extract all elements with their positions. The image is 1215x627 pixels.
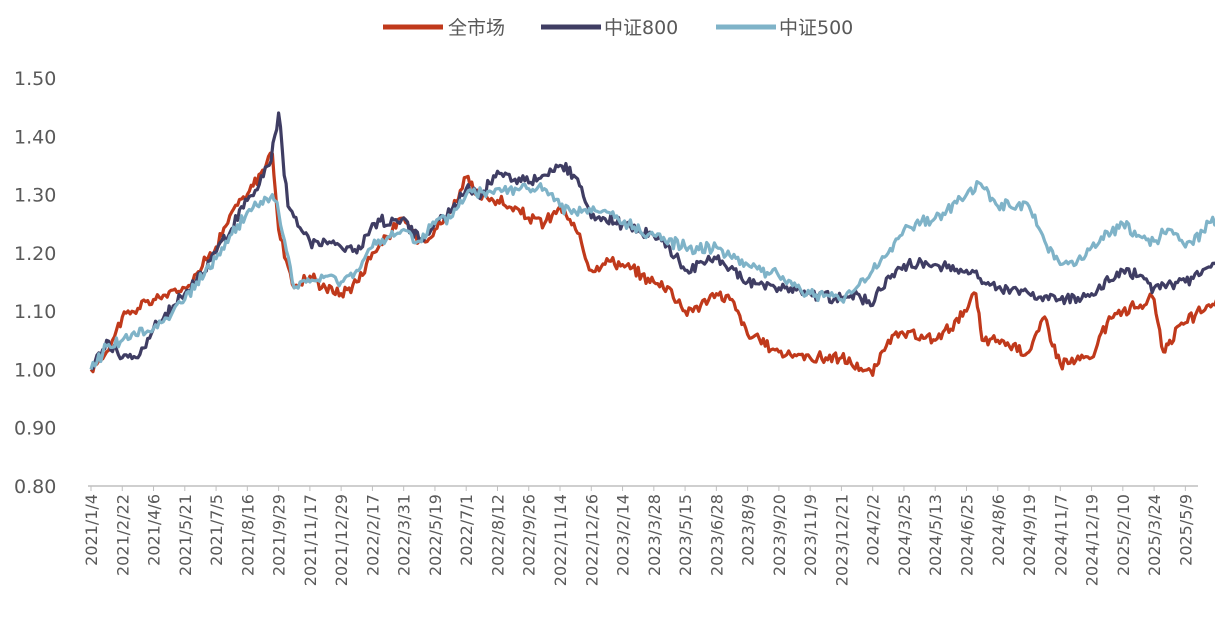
x-tick-label: 2023/12/21 <box>832 494 851 586</box>
x-tick-label: 2022/8/12 <box>488 494 507 576</box>
x-tick-label: 2023/11/9 <box>801 494 820 576</box>
x-tick-label: 2023/6/28 <box>707 494 726 576</box>
x-tick-label: 2024/2/2 <box>864 494 883 566</box>
legend-item-all-market[interactable]: 全市场 <box>383 17 505 39</box>
x-tick-label: 2021/9/29 <box>270 494 289 576</box>
series-line-all-market <box>89 151 1215 377</box>
x-tick-label: 2024/11/7 <box>1051 494 1070 576</box>
x-tick-label: 2023/8/9 <box>739 494 758 566</box>
x-tick-label: 2022/9/26 <box>520 494 539 576</box>
x-tick-label: 2025/5/9 <box>1176 494 1195 566</box>
y-tick-label: 1.10 <box>14 301 56 323</box>
x-tick-label: 2021/11/17 <box>301 494 320 586</box>
series-line-csi500 <box>89 180 1215 370</box>
x-tick-label: 2021/12/29 <box>332 494 351 586</box>
x-tick-label: 2024/9/19 <box>1020 494 1039 576</box>
x-tick-label: 2024/6/25 <box>957 494 976 576</box>
x-tick-label: 2022/7/1 <box>457 494 476 566</box>
x-tick-label: 2025/2/10 <box>1114 494 1133 576</box>
legend: 全市场 中证800 中证500 <box>383 17 853 39</box>
y-tick-label: 1.30 <box>14 185 56 207</box>
legend-label-csi500: 中证500 <box>779 17 853 39</box>
x-tick-label: 2022/2/17 <box>363 494 382 576</box>
x-tick-label: 2021/4/6 <box>145 494 164 566</box>
x-tick-label: 2022/12/26 <box>582 494 601 586</box>
x-tick-label: 2021/1/4 <box>82 494 101 566</box>
x-tick-label: 2021/2/22 <box>113 494 132 576</box>
series-lines <box>89 111 1215 377</box>
x-tick-label: 2024/3/25 <box>895 494 914 576</box>
x-tick-label: 2025/3/24 <box>1145 494 1164 576</box>
x-tick-label: 2021/5/21 <box>176 494 195 576</box>
x-tick-label: 2023/2/14 <box>614 494 633 576</box>
x-tick-label: 2023/3/28 <box>645 494 664 576</box>
x-tick-label: 2023/5/15 <box>676 494 695 576</box>
x-tick-label: 2022/3/31 <box>395 494 414 576</box>
y-tick-label: 1.50 <box>14 68 56 90</box>
y-axis: 0.80 0.90 1.00 1.10 1.20 1.30 1.40 1.50 <box>14 68 56 498</box>
y-tick-label: 0.80 <box>14 476 56 498</box>
x-tick-label: 2022/11/14 <box>551 494 570 586</box>
x-axis: 2021/1/4 2021/2/22 2021/4/6 2021/5/21 2021/7… <box>82 485 1198 586</box>
x-tick-label: 2023/9/20 <box>770 494 789 576</box>
x-tick-label: 2024/5/13 <box>926 494 945 576</box>
y-tick-label: 1.40 <box>14 126 56 148</box>
y-tick-label: 0.90 <box>14 418 56 440</box>
x-tick-label: 2024/12/19 <box>1083 494 1102 586</box>
legend-label-all-market: 全市场 <box>448 17 505 39</box>
y-tick-label: 1.00 <box>14 359 56 381</box>
y-tick-label: 1.20 <box>14 243 56 265</box>
x-tick-label: 2021/8/16 <box>238 494 257 576</box>
x-tick-label: 2022/5/19 <box>426 494 445 576</box>
legend-item-csi800[interactable]: 中证800 <box>541 17 678 39</box>
legend-label-csi800: 中证800 <box>604 17 678 39</box>
x-tick-label: 2021/7/5 <box>207 494 226 566</box>
legend-item-csi500[interactable]: 中证500 <box>716 17 853 39</box>
x-tick-label: 2024/8/6 <box>989 494 1008 566</box>
